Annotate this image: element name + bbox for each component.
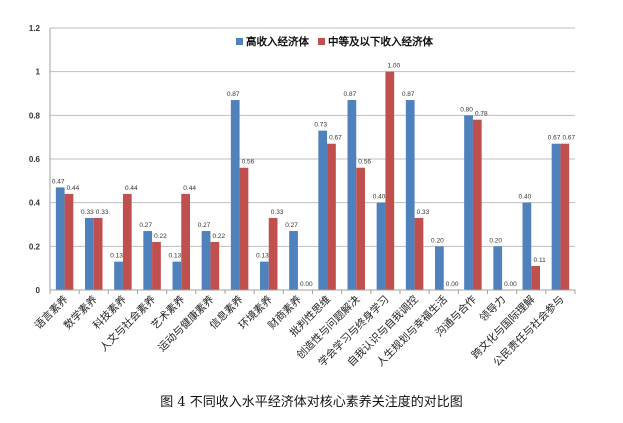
value-label: 0.27 <box>198 222 211 229</box>
legend-swatch <box>318 38 325 45</box>
value-label: 0.40 <box>373 194 386 201</box>
y-tick-label: 0.6 <box>29 155 41 164</box>
legend-label: 高收入经济体 <box>246 35 309 48</box>
y-tick-label: 1.2 <box>29 24 41 33</box>
bar-high-income <box>493 246 503 290</box>
y-axis: 0 0.2 0.4 0.6 0.8 1 1.2 <box>29 24 51 295</box>
bar-high-income <box>376 202 386 290</box>
bar-high-income <box>522 202 532 290</box>
bar-middle-low-income <box>122 193 132 290</box>
value-label: 0.20 <box>489 237 502 244</box>
value-label: 0.87 <box>344 91 357 98</box>
bar-high-income <box>435 246 444 290</box>
bar-high-income <box>260 261 269 290</box>
bars <box>55 71 570 291</box>
value-label: 0.00 <box>300 281 313 288</box>
value-label: 0.00 <box>504 281 517 288</box>
value-label: 0.67 <box>562 135 575 142</box>
bar-high-income <box>143 231 153 290</box>
legend-label: 中等及以下收入经济体 <box>328 35 433 48</box>
bar-high-income <box>55 187 65 290</box>
bar-high-income <box>114 261 123 290</box>
value-label: 0.33 <box>417 209 430 216</box>
bar-high-income <box>172 261 182 290</box>
value-label: 0.13 <box>169 253 182 260</box>
bar-middle-low-income <box>531 265 540 290</box>
legend-swatch <box>236 38 243 45</box>
legend: 高收入经济体 中等及以下收入经济体 <box>236 35 433 48</box>
value-label: 0.67 <box>548 135 561 142</box>
value-label: 0.20 <box>431 237 444 244</box>
bar-middle-low-income <box>560 143 570 290</box>
bar-middle-low-income <box>93 217 103 290</box>
bar-high-income <box>464 115 473 290</box>
bar-middle-low-income <box>210 241 220 290</box>
value-label: 0.22 <box>154 233 167 240</box>
value-label: 0.27 <box>139 222 152 229</box>
bar-middle-low-income <box>239 167 249 290</box>
value-label: 0.00 <box>446 281 459 288</box>
value-label: 0.78 <box>475 111 488 118</box>
bar-middle-low-income <box>414 217 424 290</box>
value-label: 0.22 <box>212 233 225 240</box>
bar-middle-low-income <box>268 217 278 290</box>
y-tick-label: 0.8 <box>29 111 41 120</box>
y-tick-label: 0 <box>36 286 41 295</box>
y-tick-label: 0.4 <box>29 199 41 208</box>
value-label: 0.13 <box>256 253 269 260</box>
bar-high-income <box>230 100 240 290</box>
bar-high-income <box>405 100 415 290</box>
value-label: 0.40 <box>519 194 532 201</box>
value-label: 0.67 <box>329 135 342 142</box>
value-label: 0.13 <box>110 253 123 260</box>
value-label: 0.56 <box>358 159 371 166</box>
value-label: 0.33 <box>96 209 109 216</box>
bar-high-income <box>201 231 211 290</box>
bar-middle-low-income <box>327 143 336 290</box>
value-label: 0.27 <box>285 222 298 229</box>
y-tick-label: 0.2 <box>29 242 41 251</box>
bar-middle-low-income <box>472 119 482 290</box>
value-label: 0.44 <box>125 185 138 192</box>
value-label: 0.33 <box>271 209 284 216</box>
value-label: 0.44 <box>67 185 80 192</box>
value-label: 1.00 <box>387 63 400 70</box>
x-axis: 语言素养数学素养科技素养人文与社会素养艺术素养运动与健康素养信息素养环境素养财商… <box>32 289 576 369</box>
bar-middle-low-income <box>152 241 161 290</box>
bar-high-income <box>551 143 561 290</box>
value-label: 0.73 <box>314 122 327 129</box>
figure-caption: 图 4 不同收入水平经济体对核心素养关注度的对比图 <box>160 395 463 410</box>
bar-high-income <box>347 100 357 290</box>
value-label: 0.87 <box>227 91 240 98</box>
bar-middle-low-income <box>64 193 74 290</box>
value-label: 0.44 <box>183 185 196 192</box>
value-label: 0.80 <box>460 106 473 113</box>
bar-high-income <box>289 231 298 290</box>
value-label: 0.11 <box>534 257 547 264</box>
gridlines <box>50 27 575 247</box>
value-label: 0.87 <box>402 91 415 98</box>
value-label: 0.56 <box>242 159 255 166</box>
bar-middle-low-income <box>356 167 365 290</box>
bar-high-income <box>318 130 328 290</box>
bar-middle-low-income <box>385 71 395 291</box>
value-label: 0.33 <box>81 209 94 216</box>
value-label: 0.47 <box>52 178 65 185</box>
y-tick-label: 1 <box>36 68 41 77</box>
value-labels: 0.470.440.33 0.330.130.440.270.220.130.44… <box>52 63 576 288</box>
bar-high-income <box>85 217 94 290</box>
bar-middle-low-income <box>181 193 190 290</box>
